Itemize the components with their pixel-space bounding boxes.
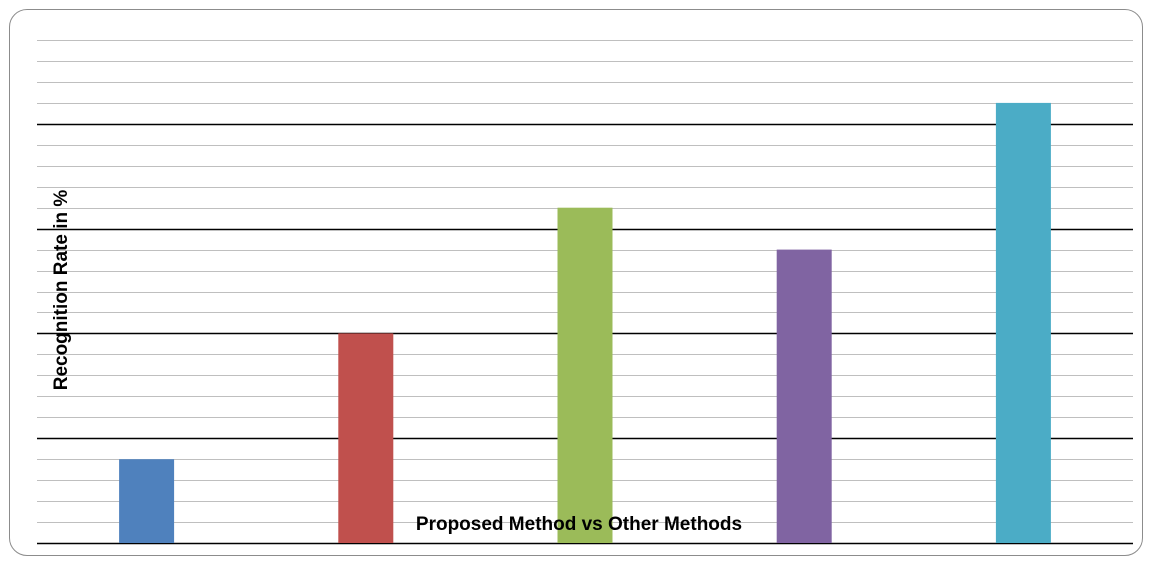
bar-series: [119, 102, 1051, 544]
bar-2: [338, 333, 394, 543]
y-axis-label: Recognition Rate in %: [51, 190, 72, 391]
bar-5: [995, 102, 1051, 544]
bar-3: [557, 207, 613, 543]
x-axis-label: Proposed Method vs Other Methods: [416, 514, 742, 535]
bar-4: [776, 249, 832, 543]
bar-1: [119, 459, 175, 543]
